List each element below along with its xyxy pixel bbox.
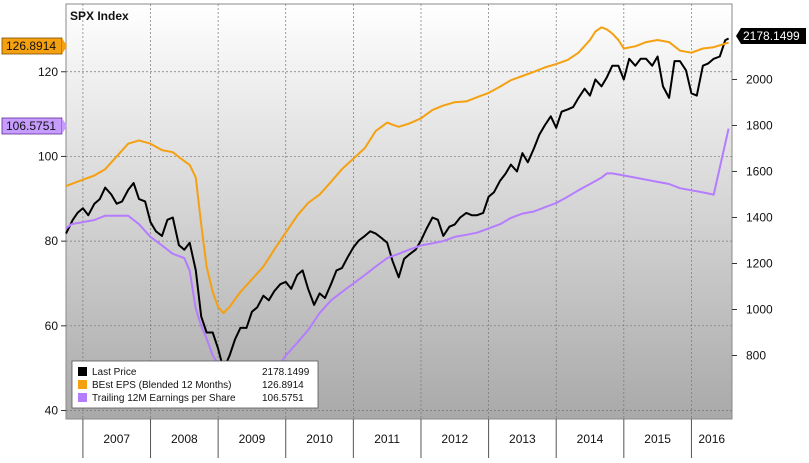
chart-title: SPX Index	[70, 9, 129, 23]
legend-swatch-last-price	[78, 367, 87, 376]
legend-swatch-best-eps	[78, 380, 87, 389]
legend-value-last-price: 2178.1499	[262, 367, 310, 378]
series-lines	[65, 26, 730, 408]
trailing-eps-last-label: 106.5751	[1, 117, 67, 135]
trailing-eps-line	[65, 128, 730, 408]
right-tick-label: 2000	[746, 72, 773, 86]
year-label: 2008	[171, 432, 198, 446]
right-axis: 800 1000 1200 1400 1600 1800 2000	[732, 72, 773, 363]
legend: Last Price 2178.1499 BEst EPS (Blended 1…	[71, 360, 319, 409]
legend-label-best-eps: BEst EPS (Blended 12 Months)	[92, 380, 232, 391]
year-label: 2012	[441, 432, 468, 446]
left-tick-label: 120	[38, 65, 58, 79]
right-tick-label: 1000	[746, 302, 773, 316]
last-price-last-value: 2178.1499	[743, 29, 800, 43]
year-label: 2011	[374, 432, 400, 446]
left-tick-label: 60	[45, 319, 59, 333]
year-label: 2016	[698, 432, 725, 446]
left-axis: 40 60 80 100 120	[38, 65, 66, 418]
left-tick-label: 40	[45, 404, 59, 418]
trailing-eps-last-value: 106.5751	[6, 119, 56, 133]
left-tick-label: 100	[38, 149, 58, 163]
right-tick-label: 800	[746, 349, 766, 363]
last-price-line	[65, 37, 730, 371]
legend-value-best-eps: 126.8914	[262, 380, 304, 391]
right-tick-label: 1400	[746, 210, 773, 224]
year-label: 2014	[577, 432, 604, 446]
best-eps-last-value: 126.8914	[6, 39, 56, 53]
year-label: 2010	[306, 432, 333, 446]
best-eps-line	[65, 26, 729, 315]
plot-area	[65, 3, 733, 420]
right-tick-label: 1800	[746, 118, 773, 132]
legend-value-trailing-eps: 106.5751	[262, 393, 304, 404]
right-tick-label: 1600	[746, 164, 773, 178]
year-label: 2013	[509, 432, 536, 446]
right-tick-label: 1200	[746, 256, 773, 270]
grid	[66, 4, 732, 419]
last-price-last-label: 2178.1499	[736, 28, 806, 44]
year-label: 2007	[103, 432, 130, 446]
best-eps-last-label: 126.8914	[1, 37, 67, 55]
year-label: 2015	[644, 432, 671, 446]
legend-label-trailing-eps: Trailing 12M Earnings per Share	[92, 393, 236, 404]
year-label: 2009	[239, 432, 266, 446]
left-tick-label: 80	[45, 234, 59, 248]
legend-label-last-price: Last Price	[92, 367, 137, 378]
legend-swatch-trailing-eps	[78, 393, 87, 402]
x-axis: 2007 2008 2009 2010 2011 2012 2013 2014 2015 2016	[82, 419, 725, 458]
